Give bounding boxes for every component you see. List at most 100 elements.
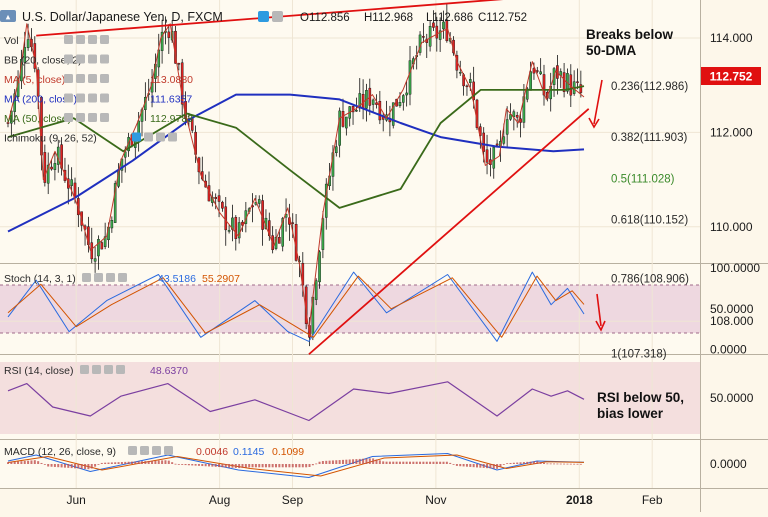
- overlay-add-icon[interactable]: [88, 113, 97, 122]
- macd-histogram-bar: [47, 464, 50, 467]
- overlay-eye-icon[interactable]: [64, 113, 73, 122]
- overlay-gear-icon[interactable]: [76, 35, 85, 44]
- rsi-legend-buttons[interactable]: [80, 365, 125, 374]
- overlay-add-icon[interactable]: [156, 132, 165, 142]
- rsi-gear-icon[interactable]: [92, 365, 101, 374]
- candle-body: [345, 116, 348, 129]
- macd-eye-icon[interactable]: [128, 446, 137, 455]
- stoch-close-icon[interactable]: [118, 273, 127, 282]
- symbol-visibility-icon[interactable]: [258, 11, 269, 22]
- macd-histogram-bar: [365, 458, 368, 464]
- candle-body: [515, 115, 519, 118]
- candle-body: [536, 70, 539, 72]
- stoch-eye-icon[interactable]: [82, 273, 91, 282]
- macd-histogram-bar: [13, 461, 16, 464]
- macd-histogram-bar: [94, 464, 97, 467]
- overlay-eye-icon[interactable]: [64, 35, 73, 44]
- overlay-legend-label: MA (50, close): [4, 113, 71, 125]
- macd-histogram-bar: [372, 458, 375, 464]
- rsi-add-icon[interactable]: [104, 365, 113, 374]
- axis-layer: 114.000 112.000 110.000 108.000 100.0000 50.0…: [66, 31, 760, 507]
- macd-histogram-bar: [492, 464, 495, 469]
- macd-histogram-bar: [348, 459, 351, 464]
- macd-histogram-bar: [499, 464, 502, 467]
- overlay-add-icon[interactable]: [88, 35, 97, 44]
- candle-body: [314, 280, 318, 300]
- macd-signal-line: [7, 454, 585, 477]
- overlay-add-icon[interactable]: [88, 93, 97, 103]
- overlay-eye-icon[interactable]: [132, 132, 141, 142]
- macd-histogram-bar: [301, 464, 304, 468]
- macd-histogram-bar: [248, 464, 251, 468]
- macd-tick-label: 0.0000: [710, 457, 747, 471]
- macd-histogram-bar: [291, 464, 294, 468]
- overlay-close-icon[interactable]: [168, 132, 177, 142]
- macd-histogram-bar: [566, 463, 569, 465]
- macd-histogram-bar: [231, 464, 234, 468]
- overlay-close-icon[interactable]: [100, 54, 109, 64]
- overlay-close-icon[interactable]: [100, 35, 109, 44]
- macd-histogram-bar: [120, 462, 123, 464]
- overlay-eye-icon[interactable]: [64, 74, 73, 83]
- stoch-add-icon[interactable]: [106, 273, 115, 282]
- overlay-gear-icon[interactable]: [76, 93, 85, 103]
- macd-histogram-bar: [144, 461, 147, 464]
- current-price-tag: [701, 67, 761, 85]
- macd-histogram-bar: [412, 461, 415, 464]
- macd-histogram-bar: [174, 463, 177, 465]
- macd-histogram-bar: [130, 461, 133, 464]
- symbol-settings-icon[interactable]: [272, 11, 283, 22]
- macd-histogram-bar: [442, 461, 445, 464]
- macd-histogram-bar: [311, 464, 314, 466]
- rsi-close-icon[interactable]: [116, 365, 125, 374]
- candle-body: [160, 31, 164, 51]
- overlay-gear-icon[interactable]: [76, 113, 85, 122]
- macd-histogram-bar: [278, 464, 281, 468]
- macd-histogram-bar: [563, 463, 566, 465]
- overlay-gear-icon[interactable]: [144, 132, 153, 142]
- overlay-close-icon[interactable]: [100, 113, 109, 122]
- overlay-gear-icon[interactable]: [76, 54, 85, 64]
- macd-legend-buttons[interactable]: [128, 446, 173, 455]
- overlay-close-icon[interactable]: [100, 93, 109, 103]
- stoch-gear-icon[interactable]: [94, 273, 103, 282]
- fib-level-label: 1(107.318): [611, 348, 667, 360]
- overlay-close-icon[interactable]: [100, 74, 109, 83]
- candle-body: [291, 222, 295, 224]
- candle-body: [23, 47, 27, 63]
- macd-histogram-bar: [214, 464, 217, 467]
- macd-histogram-bar: [77, 464, 80, 469]
- fib-level-label: 0.5(111.028): [611, 173, 675, 185]
- trendline-upper-resistance[interactable]: [36, 0, 579, 37]
- macd-histogram-bar: [7, 462, 9, 464]
- time-tick-label: Jun: [66, 493, 85, 507]
- stoch-legend-buttons[interactable]: [82, 273, 127, 282]
- macd-histogram-bar: [579, 463, 582, 465]
- macd-histogram-bar: [110, 462, 113, 464]
- macd-histogram-bar: [261, 464, 264, 468]
- macd-histogram-bar: [459, 464, 462, 467]
- macd-close-icon[interactable]: [164, 446, 173, 455]
- macd-histogram-bar: [338, 460, 341, 464]
- overlay-legend-value: 111.6357: [150, 94, 192, 106]
- macd-histogram-bar: [328, 460, 331, 464]
- candle-body: [43, 152, 47, 183]
- overlay-gear-icon[interactable]: [76, 74, 85, 83]
- overlay-legend-label: Vol: [4, 35, 19, 47]
- trendline-rising-support[interactable]: [308, 108, 590, 355]
- macd-histogram-bar: [80, 464, 83, 469]
- overlay-eye-icon[interactable]: [64, 54, 73, 64]
- macd-histogram-bar: [288, 464, 291, 468]
- macd-gear-icon[interactable]: [140, 446, 149, 455]
- overlay-add-icon[interactable]: [88, 54, 97, 64]
- macd-histogram-bar: [40, 462, 43, 464]
- overlay-eye-icon[interactable]: [64, 93, 73, 103]
- macd-histogram-bar: [97, 464, 100, 465]
- rsi-eye-icon[interactable]: [80, 365, 89, 374]
- macd-histogram-bar: [469, 464, 472, 467]
- candle-body: [465, 85, 469, 88]
- macd-add-icon[interactable]: [152, 446, 161, 455]
- overlay-add-icon[interactable]: [88, 74, 97, 83]
- collapse-legend-button[interactable]: [0, 10, 16, 22]
